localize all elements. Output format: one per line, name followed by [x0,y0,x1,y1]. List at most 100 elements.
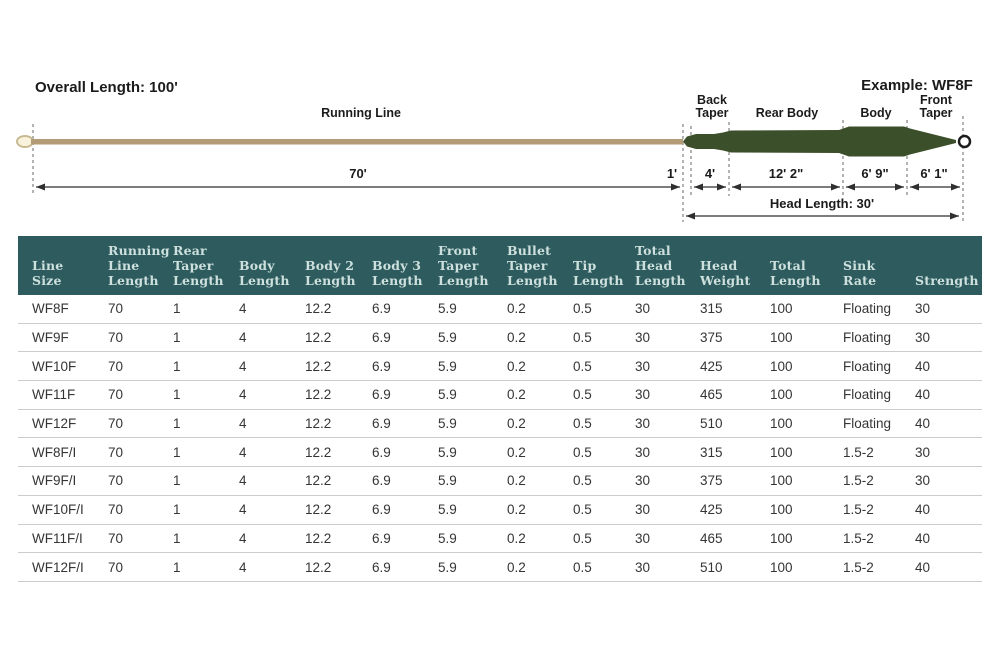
dim-body: 6' 9" [861,166,888,181]
table-cell: 5.9 [438,530,457,546]
table-cell: 0.2 [507,502,526,518]
table-cell: 12.2 [305,387,332,403]
table-cell: 5.9 [438,502,457,518]
table-cell: 1.5-2 [843,473,874,489]
table-cell: 70 [108,358,124,374]
table-cell: WF11F [32,387,76,403]
table-row: WF8F 70 1 4 12.2 6.9 5.9 0.2 0.5 30 315 100 Floating… [18,295,982,324]
table-cell: 30 [635,358,651,374]
back-taper-label-2: Taper [695,106,728,120]
table-cell: 0.5 [573,559,592,575]
table-cell: 12.2 [305,416,332,432]
table-cell: 30 [915,444,931,460]
table-cell: 40 [915,416,931,432]
table-cell: 1 [173,416,181,432]
table-cell: 5.9 [438,330,457,346]
table-cell: 4 [239,559,247,575]
table-cell: 510 [700,416,723,432]
column-header: Running Line Length [108,243,170,288]
column-header: Head Weight [700,258,751,288]
table-cell: 12.2 [305,502,332,518]
table-row: WF12F 70 1 4 12.2 6.9 5.9 0.2 0.5 30 510 100 Floatin… [18,410,982,439]
table-cell: 5.9 [438,387,457,403]
table-row: WF9F/I 70 1 4 12.2 6.9 5.9 0.2 0.5 30 375 100 1.5-2 3… [18,467,982,496]
table-cell: 70 [108,473,124,489]
header-row: Line Size Running Line Length Rear Taper L… [18,236,982,295]
table-cell: 70 [108,330,124,346]
table-cell: 30 [635,301,651,317]
table-cell: 70 [108,387,124,403]
table-cell: 6.9 [372,444,391,460]
table-row: WF11F 70 1 4 12.2 6.9 5.9 0.2 0.5 30 465 100 Floatin… [18,381,982,410]
table-cell: WF8F/I [32,444,77,460]
table-cell: 0.5 [573,330,592,346]
table-cell: 0.5 [573,444,592,460]
table-cell: 1 [173,358,181,374]
column-header: Body 3 Length [372,258,423,288]
table-cell: 70 [108,301,124,317]
table-cell: 30 [915,473,931,489]
back-taper-label-1: Back [697,93,727,107]
table-cell: 1 [173,559,181,575]
table-cell: 0.2 [507,444,526,460]
table-cell: 30 [635,473,651,489]
table-cell: 30 [635,444,651,460]
column-header: Line Size [32,258,64,288]
table-cell: 375 [700,473,723,489]
table-cell: Floating [843,301,892,317]
table-cell: 4 [239,502,247,518]
table-cell: 30 [635,530,651,546]
table-cell: 70 [108,559,124,575]
table-cell: 5.9 [438,559,457,575]
table-cell: 12.2 [305,330,332,346]
column-header: Total Head Length [635,243,686,288]
column-header: Body 2 Length [305,258,356,288]
table-cell: 0.2 [507,387,526,403]
spec-table: Line Size Running Line Length Rear Taper L… [18,236,982,582]
table-cell: 425 [700,502,723,518]
table-cell: 40 [915,559,931,575]
dim-front-taper: 6' 1" [920,166,947,181]
table-cell: 0.5 [573,416,592,432]
table-cell: 40 [915,387,931,403]
front-taper-label-2: Taper [919,106,952,120]
table-cell: WF8F [32,301,69,317]
table-cell: 6.9 [372,530,391,546]
table-cell: 0.2 [507,559,526,575]
dim-running-line: 70' [349,166,367,181]
table-cell: 0.2 [507,301,526,317]
table-cell: 0.5 [573,530,592,546]
example-title: Example: WF8F [861,77,973,94]
table-cell: WF12F/I [32,559,84,575]
table-cell: 6.9 [372,502,391,518]
body-label: Body [860,106,891,120]
table-cell: 30 [915,301,931,317]
rear-loop [16,135,34,148]
table-cell: Floating [843,416,892,432]
table-cell: 0.5 [573,387,592,403]
dimension-arrows [36,183,960,220]
table-cell: WF10F [32,358,77,374]
table-cell: 100 [770,330,793,346]
table-cell: 12.2 [305,530,332,546]
table-row: WF10F 70 1 4 12.2 6.9 5.9 0.2 0.5 30 425 100 Floatin… [18,352,982,382]
table-cell: 12.2 [305,559,332,575]
table-cell: 70 [108,502,124,518]
table-cell: 465 [700,530,723,546]
table-cell: 70 [108,444,124,460]
table-cell: 0.2 [507,330,526,346]
table-row: WF8F/I 70 1 4 12.2 6.9 5.9 0.2 0.5 30 315 100 1.5-2 3… [18,438,982,468]
table-cell: 0.5 [573,301,592,317]
table-cell: 375 [700,330,723,346]
column-header: Front Taper Length [438,243,489,288]
table-cell: 4 [239,416,247,432]
table-cell: 0.5 [573,358,592,374]
column-header: Sink Rate [843,258,877,288]
column-header: Strength [915,273,979,288]
column-header: Tip Length [573,258,624,288]
table-cell: 12.2 [305,444,332,460]
table-cell: 100 [770,502,793,518]
table-cell: WF9F [32,330,69,346]
dim-head-length: Head Length: 30' [770,196,874,211]
